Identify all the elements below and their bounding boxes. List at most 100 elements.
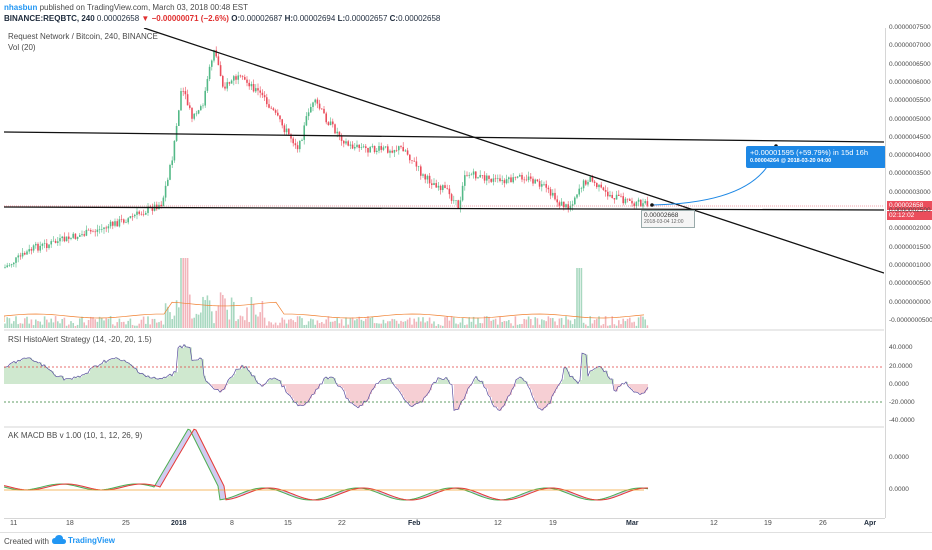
volume-bar xyxy=(536,318,539,328)
volume-bar xyxy=(167,306,169,328)
rsi-fill xyxy=(594,368,596,384)
rsi-fill xyxy=(552,384,554,397)
candle-body xyxy=(512,177,514,183)
volume-bar xyxy=(380,323,382,328)
rsi-fill xyxy=(138,372,140,384)
volume-bar xyxy=(486,316,488,328)
candle-body xyxy=(98,229,101,230)
rsi-fill xyxy=(86,373,88,384)
trendline-descending[interactable] xyxy=(143,28,884,274)
candle-body xyxy=(222,76,224,87)
volume-bar xyxy=(171,319,173,328)
candle-body xyxy=(435,183,437,188)
volume-bar xyxy=(468,317,470,328)
candle-body xyxy=(398,146,400,151)
author-link[interactable]: nhasbun xyxy=(4,3,38,12)
publish-info: nhasbun published on TradingView.com, Ma… xyxy=(4,3,248,12)
volume-bar xyxy=(589,316,591,328)
rsi-fill xyxy=(394,384,396,386)
rsi-fill xyxy=(188,347,190,384)
candle-body xyxy=(19,255,22,257)
price-axis[interactable]: 0.00002658 02:12:02 0.0000007500 0.000000… xyxy=(885,24,932,518)
rsi-fill xyxy=(400,384,402,393)
volume-bar xyxy=(204,300,206,328)
volume-bar xyxy=(193,317,195,328)
candle-body xyxy=(582,180,585,189)
candle-body xyxy=(499,178,501,182)
volume-bar xyxy=(552,318,554,328)
projection-start-point[interactable] xyxy=(650,203,654,207)
trendline-support[interactable] xyxy=(4,206,884,211)
candle-body xyxy=(237,75,239,80)
projection-callout[interactable]: +0.00001595 (+59.79%) in 15d 16h 0.00004… xyxy=(746,146,886,168)
candle-body xyxy=(131,216,134,217)
volume-bar xyxy=(182,258,184,328)
candle-body xyxy=(263,95,266,98)
rsi-fill xyxy=(518,378,520,384)
volume-bar xyxy=(134,325,136,328)
volume-bar xyxy=(556,325,558,328)
high-value: 0.00002694 xyxy=(293,14,336,23)
rsi-fill xyxy=(538,384,540,408)
candle-body xyxy=(173,140,176,161)
volume-bar xyxy=(340,319,343,328)
volume-bar xyxy=(37,321,39,328)
candle-body xyxy=(138,211,140,214)
candle-body xyxy=(310,106,312,113)
time-tick: 2018 xyxy=(171,520,187,527)
volume-bar xyxy=(301,318,303,328)
rsi-fill xyxy=(366,384,368,402)
rsi-fill xyxy=(370,384,372,395)
candle-body xyxy=(415,161,418,167)
volume-bar xyxy=(356,318,358,328)
rsi-fill xyxy=(546,384,548,407)
candle-body xyxy=(477,177,479,179)
main-pane-title: Request Network / Bitcoin, 240, BINANCE xyxy=(8,32,158,41)
rsi-fill xyxy=(240,368,242,384)
volume-bar xyxy=(453,317,455,328)
volume-bar xyxy=(28,323,30,328)
candle-body xyxy=(420,166,422,176)
rsi-fill xyxy=(216,384,218,390)
volume-bar xyxy=(21,323,24,328)
rsi-fill xyxy=(66,378,68,384)
volume-bar xyxy=(226,309,228,328)
price-tick: 0.0000006500 xyxy=(889,60,931,68)
price-marker-box[interactable]: 0.00002668 2018-03-04 12:00 xyxy=(641,210,695,228)
candle-body xyxy=(241,76,244,78)
rsi-fill xyxy=(116,357,118,384)
volume-bar xyxy=(534,317,536,328)
macd-pane-label: AK MACD BB v 1.00 (10, 1, 12, 26, 9) xyxy=(8,431,143,440)
candle-body xyxy=(259,90,261,93)
candle-body xyxy=(281,119,283,126)
candle-body xyxy=(323,108,325,114)
candle-body xyxy=(549,189,552,196)
low-label: L: xyxy=(337,14,346,23)
candle-body xyxy=(285,128,288,133)
volume-bar xyxy=(164,303,167,328)
macd-line xyxy=(4,428,649,501)
tradingview-logo[interactable]: TradingView xyxy=(52,535,115,545)
volume-bar xyxy=(92,317,94,328)
candle-body xyxy=(202,105,204,107)
chart-canvas[interactable]: Request Network / Bitcoin, 240, BINANCE … xyxy=(4,28,886,518)
candle-body xyxy=(83,234,85,236)
rsi-fill xyxy=(506,384,508,402)
volume-bar xyxy=(633,321,635,328)
candle-body xyxy=(642,203,644,207)
volume-bar xyxy=(554,321,556,328)
time-axis[interactable]: 11 18 25 2018 8 15 22 Feb 12 19 Mar 12 19 26 Apr xyxy=(4,518,885,530)
volume-bar xyxy=(270,322,272,328)
volume-bar xyxy=(378,323,380,328)
rsi-fill xyxy=(498,384,500,410)
candle-body xyxy=(197,110,200,114)
low-value: 0.00002657 xyxy=(345,14,388,23)
trendline-resistance[interactable] xyxy=(4,131,884,143)
rsi-fill xyxy=(144,374,146,384)
candle-body xyxy=(191,107,193,119)
candle-body xyxy=(536,179,539,182)
chart-svg[interactable] xyxy=(4,28,884,518)
candle-body xyxy=(186,94,189,106)
rsi-fill xyxy=(500,384,502,411)
volume-bar xyxy=(52,322,55,328)
